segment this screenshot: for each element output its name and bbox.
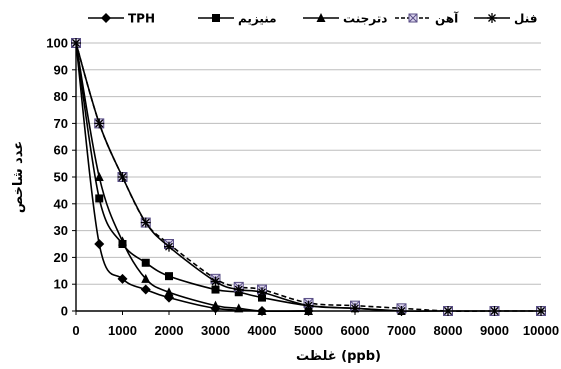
marker-asterisk-stroke bbox=[258, 288, 266, 297]
x-tick-label: 0 bbox=[72, 323, 79, 338]
x-tick-label: 5000 bbox=[294, 323, 323, 338]
marker-asterisk-stroke bbox=[95, 119, 104, 128]
marker-square bbox=[95, 194, 104, 203]
marker-asterisk-stroke bbox=[211, 277, 220, 286]
marker-asterisk-stroke bbox=[488, 14, 496, 22]
x-tick-label: 6000 bbox=[341, 323, 370, 338]
marker-x-stroke bbox=[408, 13, 418, 23]
marker-asterisk-stroke bbox=[351, 304, 359, 313]
marker-triangle bbox=[316, 13, 326, 22]
marker-asterisk-stroke bbox=[490, 307, 499, 315]
legend-label: فنل bbox=[514, 12, 537, 26]
legend-label: دترجنت bbox=[343, 12, 387, 26]
legend-item: منیزیم bbox=[198, 12, 277, 26]
marker-asterisk-stroke bbox=[72, 39, 80, 47]
marker-diamond bbox=[117, 273, 128, 284]
marker-asterisk-stroke bbox=[118, 173, 127, 181]
marker-triangle bbox=[118, 236, 127, 246]
marker-asterisk-stroke bbox=[141, 218, 150, 227]
x-tick-label: 8000 bbox=[434, 323, 463, 338]
series-asterisk bbox=[71, 38, 546, 316]
marker-triangle bbox=[211, 300, 220, 310]
marker-asterisk-stroke bbox=[234, 285, 243, 294]
x-tick-label: 7000 bbox=[387, 323, 416, 338]
marker-square bbox=[258, 293, 266, 302]
marker-square bbox=[141, 258, 150, 267]
marker-square bbox=[212, 14, 220, 22]
marker-asterisk-stroke bbox=[304, 301, 313, 310]
marker-triangle bbox=[164, 287, 174, 297]
legend-label: TPH bbox=[128, 12, 155, 26]
marker-asterisk-stroke bbox=[165, 242, 173, 251]
x-tick-label: 3000 bbox=[201, 323, 230, 338]
x-axis-title: (ppb) غلظت bbox=[296, 349, 381, 364]
y-tick-label: 40 bbox=[54, 196, 68, 211]
marker-square bbox=[165, 272, 173, 281]
legend-item: TPH bbox=[88, 12, 155, 26]
marker-diamond bbox=[140, 284, 151, 295]
y-tick-label: 70 bbox=[54, 116, 68, 131]
marker-triangle bbox=[94, 172, 104, 181]
marker-diamond bbox=[94, 239, 105, 249]
y-tick-label: 30 bbox=[54, 223, 68, 238]
marker-asterisk-stroke bbox=[537, 307, 545, 315]
legend-label: آهن bbox=[435, 11, 459, 26]
series-layer bbox=[71, 38, 546, 316]
marker-asterisk-stroke bbox=[444, 307, 452, 315]
legend-item: فنل bbox=[474, 12, 537, 26]
legend-item: آهن bbox=[395, 11, 459, 26]
y-tick-label: 50 bbox=[54, 170, 68, 185]
y-tick-label: 100 bbox=[46, 36, 68, 51]
legend: TPH منیزیم دترجنت آهن فنل bbox=[88, 11, 537, 26]
grid bbox=[76, 42, 541, 285]
marker-triangle bbox=[234, 303, 244, 313]
y-tick-label: 90 bbox=[54, 62, 68, 77]
x-tick-label: 4000 bbox=[248, 323, 277, 338]
y-tick-label: 80 bbox=[54, 89, 68, 104]
y-tick-label: 0 bbox=[61, 304, 68, 319]
legend-item: دترجنت bbox=[303, 12, 387, 26]
marker-asterisk-stroke bbox=[397, 307, 406, 315]
y-tick-label: 60 bbox=[54, 143, 68, 158]
y-axis-title: عدد شاخص bbox=[11, 141, 26, 213]
y-tick-label: 20 bbox=[54, 250, 68, 265]
x-tick-label: 2000 bbox=[155, 323, 184, 338]
series-triangle bbox=[71, 38, 313, 315]
marker-triangle bbox=[257, 306, 267, 315]
x-tick-label: 10000 bbox=[523, 323, 559, 338]
x-tick-label: 9000 bbox=[480, 323, 509, 338]
marker-triangle bbox=[141, 273, 151, 283]
x-tick-label: 1000 bbox=[108, 323, 137, 338]
y-tick-label: 10 bbox=[54, 277, 68, 292]
legend-label: منیزیم bbox=[238, 12, 277, 26]
marker-diamond bbox=[101, 13, 111, 23]
marker-square bbox=[211, 285, 220, 294]
